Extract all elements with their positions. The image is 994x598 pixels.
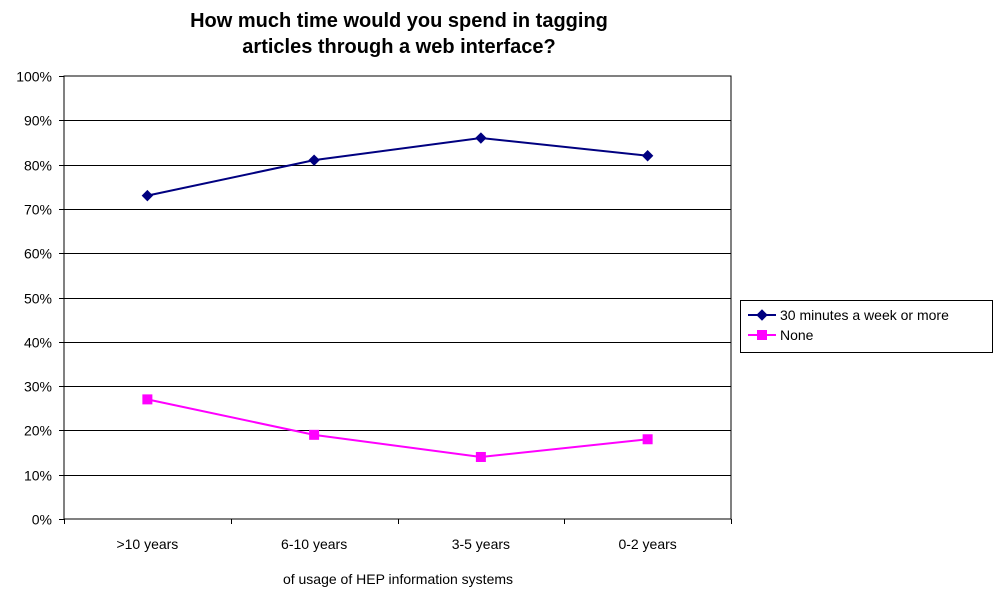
y-tick-label: 10%	[24, 468, 52, 484]
data-point	[475, 132, 487, 144]
legend-marker	[756, 309, 768, 321]
y-tick-label: 50%	[24, 291, 52, 307]
gridlines	[63, 75, 732, 520]
data-point	[141, 189, 154, 202]
y-tick-label: 0%	[32, 512, 52, 528]
y-tick-label: 30%	[24, 379, 52, 395]
legend-box	[740, 300, 993, 353]
data-point	[641, 150, 654, 162]
x-tick-label: 3-5 years	[452, 536, 510, 552]
x-axis-title: of usage of HEP information systems	[283, 571, 513, 587]
chart-title-line-1: How much time would you spend in tagging	[190, 10, 608, 32]
y-tick-label: 100%	[16, 69, 52, 85]
legend-label: 30 minutes a week or more	[780, 307, 949, 323]
legend-marker	[757, 330, 767, 340]
x-tick-label: 0-2 years	[618, 536, 676, 552]
y-tick-label: 80%	[24, 158, 52, 174]
plot-area	[63, 75, 732, 520]
data-point	[642, 434, 653, 445]
x-tick-label: >10 years	[116, 536, 178, 552]
legend-item: None	[748, 327, 814, 343]
series-lines	[141, 132, 654, 462]
series-1	[141, 132, 654, 202]
legend-label: None	[780, 327, 814, 343]
chart-title: How much time would you spend in tagging…	[64, 8, 734, 60]
legend-item: 30 minutes a week or more	[748, 307, 949, 323]
data-point	[142, 394, 153, 405]
y-tick-label: 70%	[24, 202, 52, 218]
data-point	[475, 451, 486, 462]
axes: 0% 10% 20% 30% 40% 50% 60% 70% 80% 90% 100% >10 yea…	[16, 69, 732, 552]
data-point	[308, 154, 320, 166]
x-tick-label: 6-10 years	[281, 536, 347, 552]
y-tick-label: 40%	[24, 335, 52, 351]
y-tick-label: 60%	[24, 246, 52, 262]
data-point	[309, 429, 320, 440]
legend: 30 minutes a week or more None	[740, 300, 993, 353]
series-line	[147, 398, 648, 458]
series-2	[142, 394, 653, 462]
y-tick-label: 20%	[24, 423, 52, 439]
series-line	[147, 137, 648, 197]
y-tick-label: 90%	[24, 113, 52, 129]
chart-title-line-2: articles through a web interface?	[242, 36, 556, 58]
